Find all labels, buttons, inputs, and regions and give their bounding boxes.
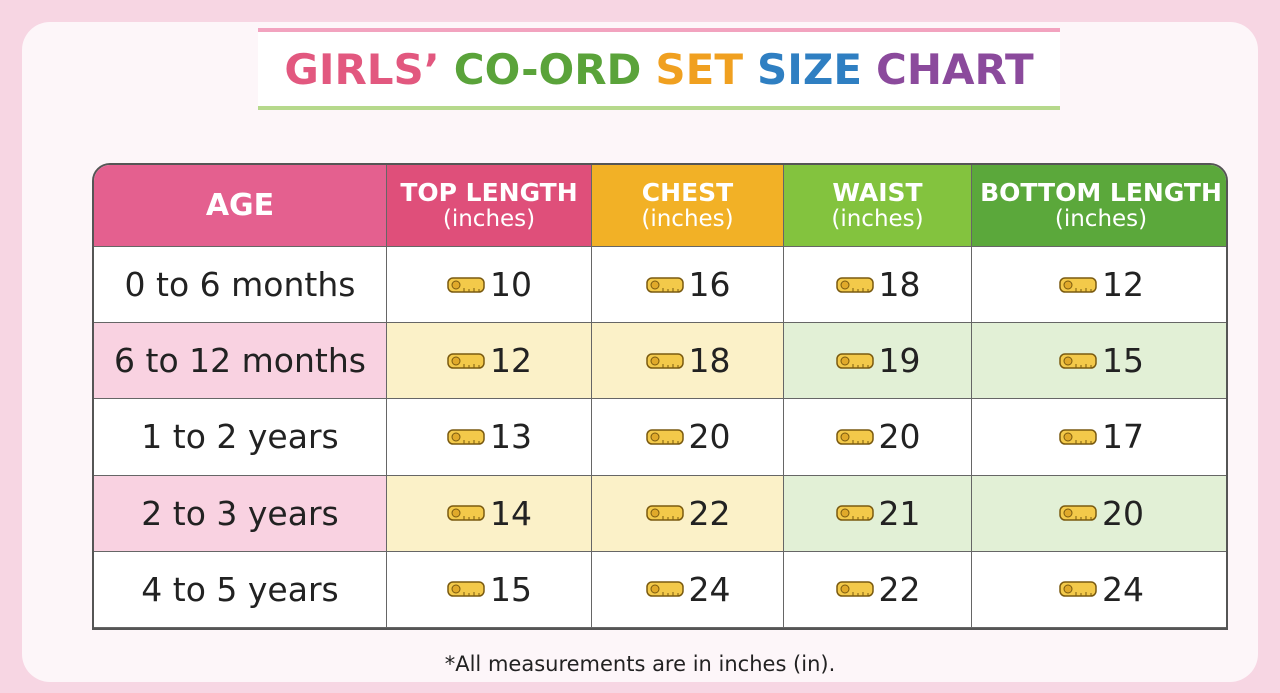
tape-icon	[645, 505, 684, 521]
header-cell: AGE	[94, 165, 387, 247]
header-label: CHEST	[641, 178, 734, 208]
footnote: *All measurements are in inches (in).	[444, 652, 836, 676]
header-cell: BOTTOM LENGTH (inches)	[972, 165, 1226, 247]
size-cell: 14	[387, 475, 592, 552]
age-cell: 0 to 6 months	[94, 247, 387, 324]
size-cell: 12	[972, 247, 1226, 324]
size-value: 15	[1102, 341, 1144, 381]
tape-icon	[645, 353, 684, 369]
tape-icon	[835, 429, 874, 445]
size-value: 15	[490, 569, 532, 609]
size-value: 21	[878, 493, 921, 533]
tape-icon	[835, 505, 874, 521]
size-value: 20	[688, 417, 731, 457]
size-cell: 20	[784, 399, 972, 476]
age-cell: 2 to 3 years	[94, 475, 387, 552]
size-value: 13	[490, 417, 532, 457]
title-word: CHART	[876, 44, 1034, 94]
tape-icon	[1059, 429, 1097, 445]
header-label: BOTTOM LENGTH	[980, 178, 1222, 208]
tape-icon	[835, 581, 874, 598]
size-value: 14	[490, 493, 532, 533]
tape-icon	[1059, 581, 1097, 598]
tape-icon	[835, 276, 874, 293]
tape-icon	[1059, 276, 1097, 293]
header-unit: (inches)	[831, 205, 924, 232]
age-label: 6 to 12 months	[114, 341, 366, 381]
header-cell: CHEST (inches)	[592, 165, 784, 247]
header-label: TOP LENGTH	[400, 178, 578, 208]
age-cell: 1 to 2 years	[94, 399, 387, 476]
size-cell: 12	[387, 323, 592, 400]
size-cell: 18	[592, 323, 784, 400]
header-cell: TOP LENGTH (inches)	[387, 165, 592, 247]
title-word: CO-ORD	[453, 44, 642, 94]
tape-icon	[1059, 505, 1097, 521]
size-value: 12	[490, 341, 532, 381]
size-cell: 24	[972, 552, 1226, 628]
age-cell: 6 to 12 months	[94, 323, 387, 400]
tape-icon	[645, 429, 684, 445]
tape-icon	[447, 429, 485, 445]
size-cell: 20	[592, 399, 784, 476]
size-cell: 24	[592, 551, 784, 628]
header-label: AGE	[205, 188, 275, 223]
size-value: 10	[490, 265, 532, 305]
tape-icon	[447, 353, 485, 369]
size-cell: 19	[784, 323, 972, 400]
size-cell: 15	[972, 323, 1226, 400]
age-cell: 4 to 5 years	[94, 551, 387, 628]
tape-icon	[447, 505, 485, 521]
size-cell: 20	[972, 475, 1226, 552]
header-unit: (inches)	[1054, 205, 1148, 232]
header-unit: (inches)	[641, 205, 734, 232]
size-cell: 18	[784, 247, 972, 324]
size-value: 24	[1102, 569, 1144, 609]
size-cell: 10	[387, 247, 592, 324]
age-label: 0 to 6 months	[124, 265, 356, 305]
title-word: GIRLS’	[284, 44, 440, 94]
size-value: 22	[878, 569, 921, 609]
tape-icon	[447, 581, 485, 598]
size-value: 16	[688, 265, 731, 305]
size-value: 22	[688, 493, 731, 533]
size-value: 17	[1102, 417, 1144, 457]
header-cell: WAIST (inches)	[784, 165, 972, 247]
header-unit: (inches)	[442, 205, 536, 232]
size-cell: 15	[387, 551, 592, 628]
size-value: 24	[688, 569, 731, 609]
size-value: 18	[688, 341, 731, 381]
size-cell: 22	[784, 551, 972, 628]
size-cell: 22	[592, 475, 784, 552]
size-value: 12	[1102, 265, 1144, 305]
size-value: 18	[878, 265, 921, 305]
age-label: 4 to 5 years	[141, 569, 339, 609]
size-cell: 17	[972, 399, 1226, 476]
tape-icon	[835, 353, 874, 369]
size-cell: 16	[592, 247, 784, 324]
size-value: 20	[1102, 493, 1144, 533]
tape-icon	[645, 276, 684, 293]
size-cell: 13	[387, 399, 592, 476]
size-cell: 21	[784, 475, 972, 552]
tape-icon	[1059, 353, 1097, 369]
size-value: 20	[878, 417, 921, 457]
age-label: 1 to 2 years	[141, 417, 339, 457]
header-label: WAIST	[832, 178, 923, 208]
title-word: SIZE	[757, 44, 863, 94]
size-table: AGE TOP LENGTH (inches) CHEST (inches) WAIST(…	[92, 163, 1228, 630]
title: GIRLS’ CO-ORD SET SIZE CHART	[258, 28, 1060, 110]
tape-icon	[645, 581, 684, 598]
age-label: 2 to 3 years	[141, 493, 339, 533]
tape-icon	[447, 276, 485, 293]
size-value: 19	[878, 341, 921, 381]
title-word: SET	[655, 44, 744, 94]
